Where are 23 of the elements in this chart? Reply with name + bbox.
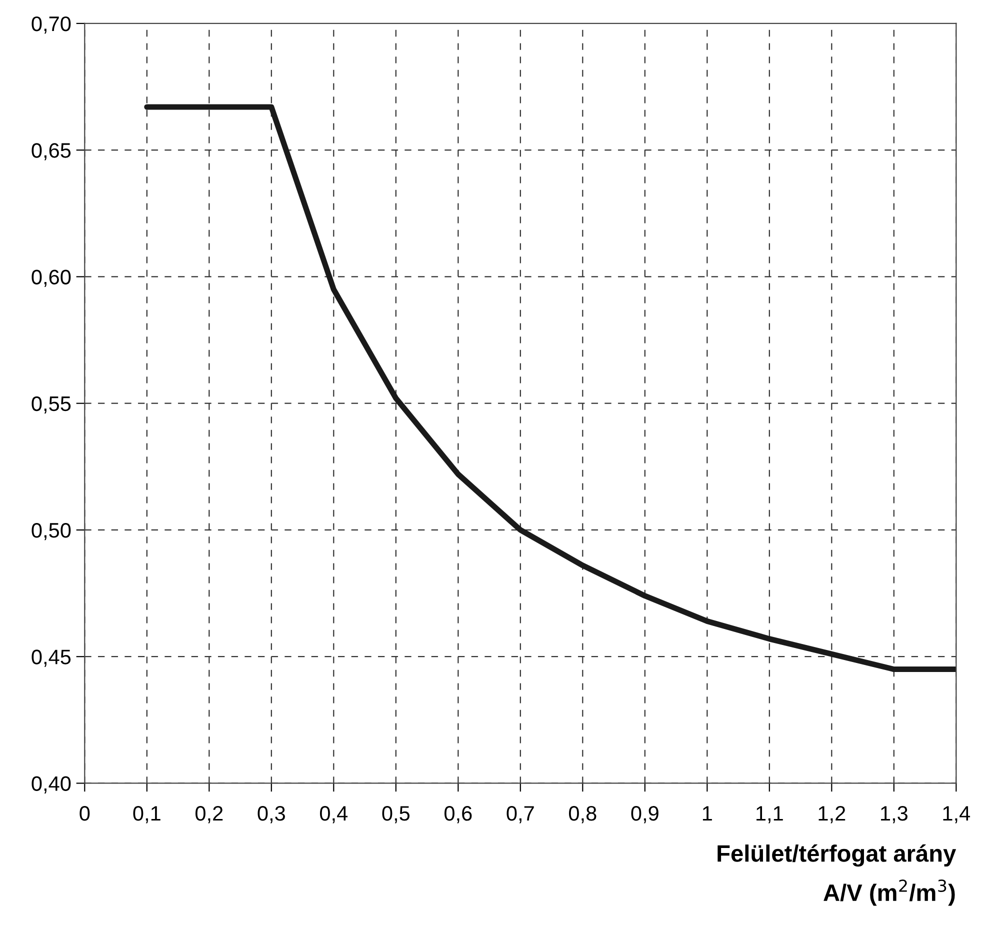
x-axis-title: Felület/térfogat arány A/V (m$^{2}$/m$^{3}$) — [718, 844, 956, 906]
y-tick-label: 0,60 — [32, 270, 71, 287]
x-tick-label: 0,4 — [320, 806, 348, 824]
x-tick-label: 1,4 — [943, 806, 970, 824]
x-tick-label: 1,2 — [818, 806, 846, 824]
x-tick-label: 0,9 — [631, 806, 658, 824]
y-tick-label: 0,55 — [32, 396, 71, 414]
y-tick-label: 0,40 — [32, 776, 71, 794]
x-tick-label: 0,7 — [506, 806, 534, 824]
y-tick-label: 0,65 — [32, 143, 71, 160]
x-tick-label: 0,5 — [382, 806, 410, 824]
y-tick-label: 0,70 — [32, 16, 71, 34]
x-tick-label: 0,6 — [444, 806, 472, 824]
x-tick-label: 0 — [80, 806, 90, 821]
x-tick-label: 1 — [702, 806, 712, 821]
y-tick-label: 0,45 — [32, 650, 71, 667]
x-tick-label: 0,8 — [568, 806, 596, 824]
x-tick-label: 1,3 — [881, 806, 908, 824]
x-tick-label: 1,1 — [756, 806, 783, 824]
x-tick-label: 0,1 — [133, 806, 160, 824]
y-tick-label: 0,50 — [32, 522, 71, 540]
x-tick-label: 0,3 — [258, 806, 285, 824]
x-tick-label: 0,2 — [195, 806, 223, 824]
